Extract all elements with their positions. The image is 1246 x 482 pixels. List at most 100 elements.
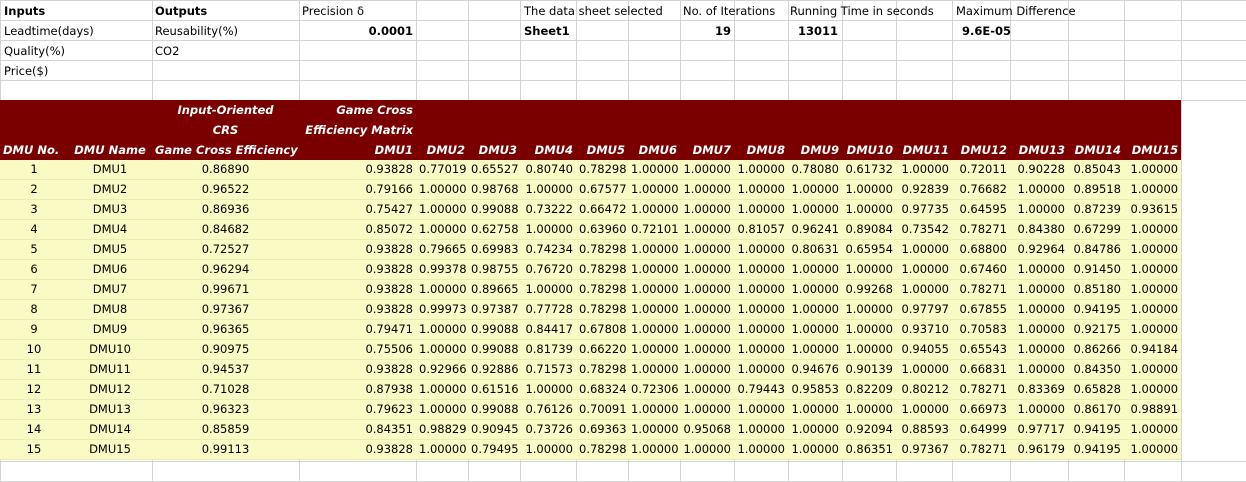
matrix-cell[interactable]: 0.76682	[952, 179, 1010, 200]
matrix-cell[interactable]: 0.67855	[952, 299, 1010, 320]
matrix-cell[interactable]: 0.91450	[1068, 259, 1124, 280]
matrix-cell[interactable]: 1.00000	[734, 319, 788, 340]
matrix-cell[interactable]: 0.65828	[1068, 379, 1124, 400]
matrix-cell[interactable]: 0.78271	[952, 279, 1010, 300]
matrix-cell[interactable]: 0.66472	[576, 199, 628, 220]
matrix-cell[interactable]: 1.00000	[680, 199, 734, 220]
game-cross-efficiency-cell[interactable]: 0.96522	[152, 179, 299, 200]
output-reusability[interactable]: Reusability(%)	[155, 24, 238, 38]
dmu-name-cell[interactable]: DMU10	[68, 339, 152, 360]
matrix-cell[interactable]: 0.95853	[788, 379, 842, 400]
matrix-cell[interactable]: 1.00000	[416, 379, 468, 400]
runtime-value[interactable]: 13011	[797, 24, 838, 38]
matrix-cell[interactable]: 0.78271	[952, 219, 1010, 240]
matrix-cell[interactable]: 1.00000	[788, 319, 842, 340]
dmu-no-cell[interactable]: 5	[0, 239, 68, 260]
matrix-cell[interactable]: 0.79443	[734, 379, 788, 400]
matrix-cell[interactable]: 1.00000	[680, 239, 734, 260]
matrix-cell[interactable]: 0.92175	[1068, 319, 1124, 340]
matrix-cell[interactable]: 0.93828	[299, 259, 416, 280]
matrix-cell[interactable]: 1.00000	[1010, 179, 1068, 200]
matrix-cell[interactable]: 1.00000	[628, 439, 680, 460]
matrix-cell[interactable]: 0.72011	[952, 160, 1010, 180]
matrix-cell[interactable]: 1.00000	[1010, 339, 1068, 360]
matrix-cell[interactable]: 0.99268	[842, 279, 896, 300]
matrix-cell[interactable]: 0.77019	[416, 160, 468, 180]
matrix-cell[interactable]: 0.89084	[842, 219, 896, 240]
matrix-cell[interactable]: 0.93828	[299, 299, 416, 320]
matrix-cell[interactable]: 0.98755	[468, 259, 520, 280]
matrix-cell[interactable]: 0.96241	[788, 219, 842, 240]
game-cross-efficiency-cell[interactable]: 0.86890	[152, 160, 299, 180]
matrix-cell[interactable]: 0.69983	[468, 239, 520, 260]
matrix-cell[interactable]: 0.78298	[576, 359, 628, 380]
dmu-no-cell[interactable]: 1	[0, 160, 68, 180]
matrix-cell[interactable]: 0.78080	[788, 160, 842, 180]
matrix-cell[interactable]: 0.76720	[520, 259, 576, 280]
matrix-cell[interactable]: 0.80740	[520, 160, 576, 180]
matrix-cell[interactable]: 0.78298	[576, 439, 628, 460]
matrix-cell[interactable]: 1.00000	[734, 199, 788, 220]
matrix-cell[interactable]: 0.84786	[1068, 239, 1124, 260]
matrix-cell[interactable]: 1.00000	[1124, 419, 1182, 440]
matrix-cell[interactable]: 1.00000	[628, 419, 680, 440]
matrix-cell[interactable]: 0.99973	[416, 299, 468, 320]
matrix-cell[interactable]: 0.72306	[628, 379, 680, 400]
input-leadtime[interactable]: Leadtime(days)	[4, 24, 94, 38]
matrix-cell[interactable]: 1.00000	[788, 399, 842, 420]
col-dmu-no[interactable]: DMU No.	[0, 140, 68, 160]
runtime-label[interactable]: Running Time in seconds	[790, 4, 934, 18]
matrix-cell[interactable]: 1.00000	[788, 179, 842, 200]
matrix-cell[interactable]: 1.00000	[734, 339, 788, 360]
matrix-cell[interactable]: 1.00000	[1010, 399, 1068, 420]
matrix-cell[interactable]: 1.00000	[1124, 359, 1182, 380]
matrix-cell[interactable]: 1.00000	[628, 179, 680, 200]
game-cross-efficiency-cell[interactable]: 0.72527	[152, 239, 299, 260]
precision-value[interactable]: 0.0001	[368, 24, 413, 38]
matrix-cell[interactable]: 1.00000	[788, 199, 842, 220]
matrix-cell[interactable]: 1.00000	[520, 279, 576, 300]
maxdiff-label[interactable]: Maximum Difference	[956, 4, 1076, 18]
matrix-cell[interactable]: 0.70583	[952, 319, 1010, 340]
dmu-no-cell[interactable]: 14	[0, 419, 68, 440]
matrix-cell[interactable]: 1.00000	[1010, 199, 1068, 220]
col-matrix-dmu11[interactable]: DMU11	[896, 140, 952, 160]
matrix-cell[interactable]: 1.00000	[628, 399, 680, 420]
dmu-no-cell[interactable]: 15	[0, 439, 68, 460]
matrix-cell[interactable]: 0.98829	[416, 419, 468, 440]
matrix-cell[interactable]: 1.00000	[734, 359, 788, 380]
matrix-cell[interactable]: 0.93828	[299, 160, 416, 180]
game-cross-efficiency-cell[interactable]: 0.85859	[152, 419, 299, 440]
sheet-label[interactable]: The data sheet selected	[524, 4, 663, 18]
game-cross-efficiency-cell[interactable]: 0.94537	[152, 359, 299, 380]
iterations-label[interactable]: No. of Iterations	[683, 4, 776, 18]
matrix-cell[interactable]: 1.00000	[788, 439, 842, 460]
dmu-name-cell[interactable]: DMU15	[68, 439, 152, 460]
matrix-cell[interactable]: 0.94195	[1068, 419, 1124, 440]
matrix-cell[interactable]: 1.00000	[1124, 219, 1182, 240]
matrix-cell[interactable]: 1.00000	[628, 199, 680, 220]
col-matrix-dmu9[interactable]: DMU9	[788, 140, 842, 160]
matrix-cell[interactable]: 0.92964	[1010, 239, 1068, 260]
matrix-cell[interactable]: 0.62758	[468, 219, 520, 240]
inputs-header[interactable]: Inputs	[4, 4, 46, 18]
matrix-cell[interactable]: 0.86170	[1068, 399, 1124, 420]
col-matrix-dmu12[interactable]: DMU12	[952, 140, 1010, 160]
matrix-cell[interactable]: 1.00000	[628, 299, 680, 320]
matrix-cell[interactable]: 0.78298	[576, 259, 628, 280]
matrix-cell[interactable]: 0.93828	[299, 439, 416, 460]
matrix-cell[interactable]: 0.66973	[952, 399, 1010, 420]
input-price[interactable]: Price($)	[4, 64, 49, 78]
matrix-cell[interactable]: 0.92839	[896, 179, 952, 200]
matrix-cell[interactable]: 1.00000	[1124, 379, 1182, 400]
matrix-cell[interactable]: 0.81739	[520, 339, 576, 360]
matrix-cell[interactable]: 1.00000	[680, 279, 734, 300]
col-game-cross-efficiency[interactable]: Game Cross Efficiency	[152, 140, 299, 160]
matrix-cell[interactable]: 0.75506	[299, 339, 416, 360]
matrix-cell[interactable]: 1.00000	[842, 339, 896, 360]
matrix-cell[interactable]: 1.00000	[680, 319, 734, 340]
matrix-cell[interactable]: 1.00000	[680, 299, 734, 320]
matrix-cell[interactable]: 1.00000	[896, 359, 952, 380]
dmu-no-cell[interactable]: 12	[0, 379, 68, 400]
matrix-cell[interactable]: 1.00000	[520, 439, 576, 460]
